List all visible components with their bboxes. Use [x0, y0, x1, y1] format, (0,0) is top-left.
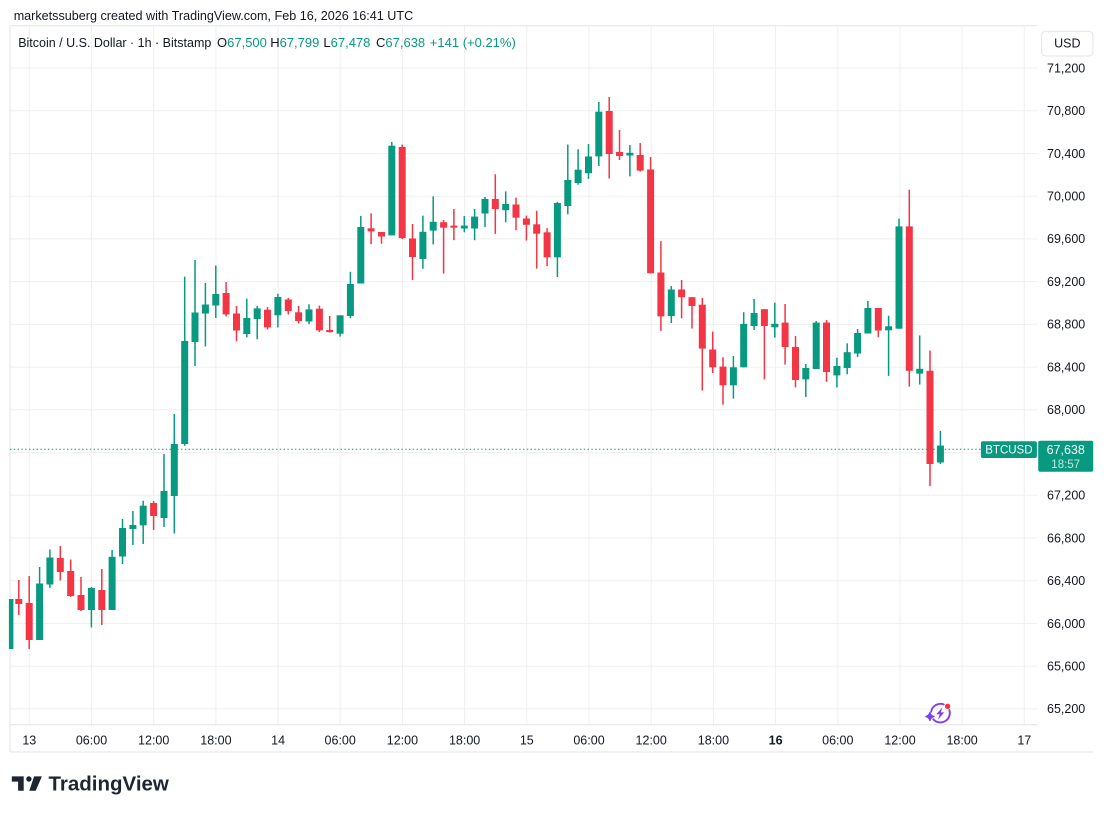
- svg-text:12:00: 12:00: [884, 734, 915, 748]
- svg-text:65,200: 65,200: [1047, 702, 1085, 716]
- svg-text:69,600: 69,600: [1047, 232, 1085, 246]
- svg-text:71,200: 71,200: [1047, 61, 1085, 75]
- svg-text:12:00: 12:00: [387, 734, 418, 748]
- svg-text:68,800: 68,800: [1047, 318, 1085, 332]
- svg-text:18:00: 18:00: [946, 734, 977, 748]
- svg-text:70,800: 70,800: [1047, 104, 1085, 118]
- svg-text:66,800: 66,800: [1047, 531, 1085, 545]
- svg-text:66,000: 66,000: [1047, 617, 1085, 631]
- svg-text:06:00: 06:00: [325, 734, 356, 748]
- svg-text:06:00: 06:00: [822, 734, 853, 748]
- svg-text:H67,799: H67,799: [270, 35, 319, 50]
- svg-text:+141 (+0.21%): +141 (+0.21%): [430, 35, 516, 50]
- svg-text:Bitcoin / U.S. Dollar · 1h · B: Bitcoin / U.S. Dollar · 1h · Bitstamp: [18, 36, 211, 50]
- svg-text:16: 16: [769, 734, 783, 748]
- svg-text:17: 17: [1017, 734, 1031, 748]
- svg-text:70,000: 70,000: [1047, 190, 1085, 204]
- svg-text:67,638: 67,638: [1047, 443, 1085, 457]
- svg-text:12:00: 12:00: [138, 734, 169, 748]
- svg-text:15: 15: [520, 734, 534, 748]
- svg-text:18:57: 18:57: [1051, 459, 1080, 471]
- svg-text:68,000: 68,000: [1047, 403, 1085, 417]
- svg-text:69,200: 69,200: [1047, 275, 1085, 289]
- svg-text:18:00: 18:00: [449, 734, 480, 748]
- svg-text:USD: USD: [1054, 37, 1080, 51]
- svg-text:06:00: 06:00: [573, 734, 604, 748]
- svg-text:67,200: 67,200: [1047, 489, 1085, 503]
- svg-text:18:00: 18:00: [200, 734, 231, 748]
- svg-text:C67,638: C67,638: [376, 35, 425, 50]
- svg-text:marketssuberg created with Tra: marketssuberg created with TradingView.c…: [14, 9, 413, 23]
- svg-text:L67,478: L67,478: [323, 35, 370, 50]
- svg-text:14: 14: [271, 734, 285, 748]
- svg-text:68,400: 68,400: [1047, 360, 1085, 374]
- svg-text:06:00: 06:00: [76, 734, 107, 748]
- svg-text:12:00: 12:00: [636, 734, 667, 748]
- svg-text:BTCUSD: BTCUSD: [985, 445, 1032, 457]
- svg-text:66,400: 66,400: [1047, 574, 1085, 588]
- svg-text:70,400: 70,400: [1047, 147, 1085, 161]
- svg-text:65,600: 65,600: [1047, 660, 1085, 674]
- svg-text:18:00: 18:00: [698, 734, 729, 748]
- svg-text:TradingView: TradingView: [49, 773, 169, 796]
- svg-text:O67,500: O67,500: [217, 35, 267, 50]
- svg-text:13: 13: [22, 734, 36, 748]
